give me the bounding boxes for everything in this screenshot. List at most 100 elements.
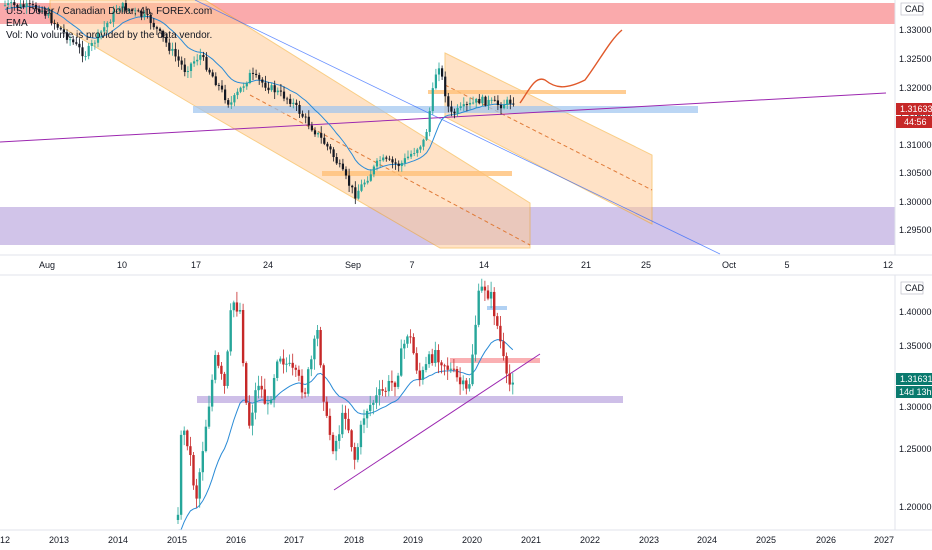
candle [245,83,248,87]
candle [65,32,69,40]
legend-symbol-line[interactable]: U.S. Dollar / Canadian Dollar, 4h, FOREX… [6,6,213,17]
candle [313,338,316,360]
candle [459,106,462,108]
candle [446,365,449,370]
candle [304,116,307,118]
candle [493,99,496,101]
candle [444,76,447,97]
candle [462,104,465,107]
candle [356,447,359,460]
candle [397,163,400,167]
candle [379,160,382,162]
top-pane[interactable]: 1.330001.325001.320001.315001.310001.305… [0,0,932,270]
candle [189,446,192,456]
candle [53,23,56,25]
channel-1-midline [249,94,531,246]
candle [350,430,353,448]
time-tick-label: Aug [39,260,55,270]
candle [400,162,403,167]
candle [267,87,270,91]
purple-trendline-bottom[interactable] [333,353,541,491]
candle [329,146,332,150]
candle [472,102,475,104]
orange-band-lower [322,171,512,176]
candle [468,102,472,105]
candle [453,111,456,114]
candle [354,187,357,199]
candle [334,440,338,452]
time-tick-label: 25 [641,260,651,270]
candle [100,31,103,33]
candle [437,68,441,75]
candle [72,39,75,43]
candle [307,116,310,126]
purple-trendline[interactable] [0,92,887,143]
candle [217,354,220,366]
candle [323,137,326,144]
candle [300,375,304,393]
time-tick-label: 10 [117,260,127,270]
candle [168,42,171,51]
candle [276,90,279,93]
candle [487,99,490,106]
time-tick-label: 24 [263,260,273,270]
candle [258,75,261,80]
candle [393,382,397,387]
price-axis-top[interactable]: 1.330001.325001.320001.315001.310001.305… [899,25,932,235]
candle [322,365,325,402]
price-axis-bottom[interactable]: 1.40000 1.35000 1.30000 1.25000 1.20000 [899,307,932,512]
candle [396,375,400,387]
candle [171,48,174,51]
time-tick-label: 2019 [403,535,423,545]
candle [512,103,515,105]
candle [220,85,224,90]
candle [152,22,155,28]
candle [3,4,7,6]
candle [428,111,431,132]
time-tick-label: 2022 [580,535,600,545]
candle [232,302,235,311]
time-tick-label: 2023 [639,535,659,545]
candle [344,412,347,419]
countdown-tag-top [896,116,932,128]
candle [282,91,286,99]
candle [416,149,419,154]
candle [224,89,227,101]
candle [251,412,254,426]
candle [115,11,118,12]
candle [421,369,425,380]
price-tick-label: 1.29500 [899,225,932,235]
time-axis-top[interactable]: Aug 10 17 24 Sep 7 14 21 25 Oct 5 12 [39,260,893,270]
candle [248,72,251,84]
candle [295,102,298,105]
time-tick-label: 2020 [462,535,482,545]
countdown-tag-bottom-text: 14d 13h [899,387,932,397]
legend-volume-line: Vol: No volume is provided by the data v… [6,30,213,41]
candle [310,125,313,131]
candle [475,98,478,103]
candle [413,153,416,154]
legend-ema-line[interactable]: EMA [6,18,28,29]
candle [103,27,106,32]
candle [431,354,434,363]
candle [22,4,25,8]
candle [7,3,10,5]
time-axis-bottom[interactable]: 12 2013 2014 2015 2016 2017 2018 2019 2020 2021 20… [0,535,894,545]
candle [338,434,341,441]
candle [205,57,208,70]
candle [382,157,385,161]
candle [418,370,421,380]
candle [385,157,388,159]
time-tick-label: 2016 [226,535,246,545]
blue-trendline[interactable] [194,0,721,255]
candle [486,290,490,299]
candle [465,380,468,389]
candle [260,385,263,390]
currency-label-bottom: CAD [905,283,925,293]
candle [196,59,199,62]
time-tick-label: 12 [883,260,893,270]
chart-legend: U.S. Dollar / Canadian Dollar, 4h, FOREX… [6,6,212,42]
